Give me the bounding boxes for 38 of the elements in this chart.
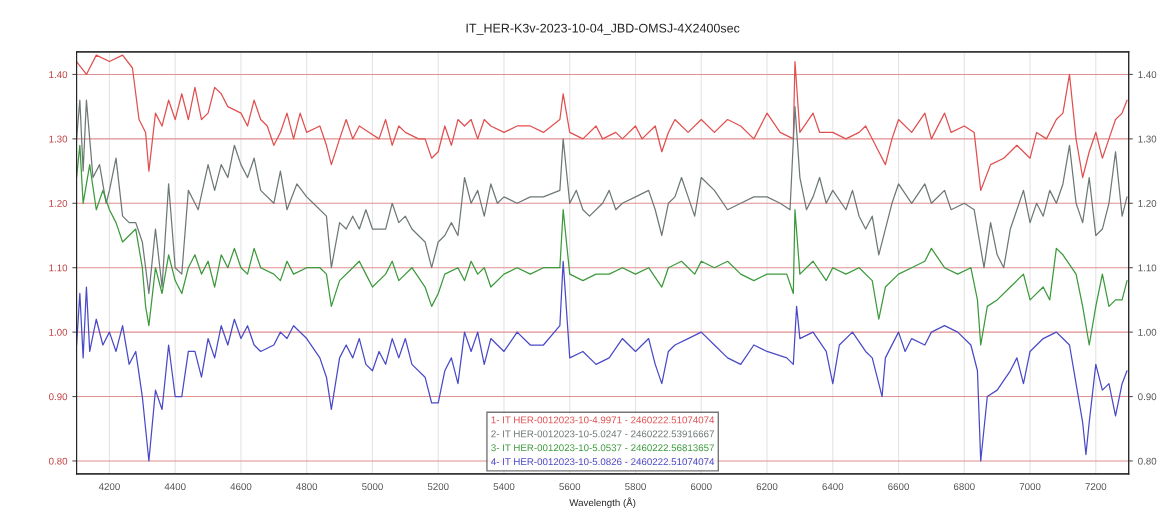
text: 4- IT HER-0012023-10-5.0826 - 2460222.51074074 [491,458,715,466]
x-tick-label: 4800 [296,483,318,491]
y-tick-label: 0.80 [48,457,68,465]
y2-tick-label: 1.40 [1138,71,1157,79]
y-tick-label: 0.90 [48,393,68,401]
text: 3- IT HER-0012023-10-5.0537 - 2460222.56813657 [491,444,714,452]
y2-tick-label: 1.10 [1138,264,1157,272]
y-tick-label: 1.20 [49,200,68,207]
chart-title: IT_HER-K3v-2023-10-04_JBD-OMSJ-4X2400sec [466,23,740,35]
y2-tick-label: 0.80 [1138,457,1157,465]
x-tick-label: 5400 [493,483,515,491]
y-tick-label: 1.40 [49,71,68,79]
line-series [76,144,1128,346]
x-tick-label: 7200 [1085,483,1107,491]
x-axis-title: Wavelength (Å) [569,497,636,509]
x-tick-label: 5600 [559,483,581,491]
x-tick-label: 6800 [953,483,975,491]
x-tick-label: 4400 [164,483,186,491]
x-tick-label: 4200 [98,483,120,491]
y2-tick-label: 1.00 [1138,328,1157,336]
line-series [76,99,1128,295]
x-tick-label: 6400 [822,483,844,491]
x-tick-label: 6000 [690,483,712,491]
x-tick-label: 6600 [888,483,909,491]
x-tick-label: 5200 [427,483,449,491]
x-tick-label: 7000 [1019,483,1041,491]
y-tick-label: 1.00 [49,328,68,336]
x-tick-label: 5800 [625,483,646,491]
text: 1- IT HER-0012023-10-4.9971 - 2460222.51074074 [491,416,715,424]
y2-tick-label: 0.90 [1138,393,1157,401]
x-tick-label: 6200 [756,483,778,491]
y-tick-label: 1.30 [49,135,68,143]
y2-tick-label: 1.30 [1138,135,1157,143]
y-tick-label: 1.10 [49,264,68,272]
text: 2- IT HER-0012023-10-5.0247 - 2460222.53916667 [491,430,714,438]
x-tick-label: 4600 [230,483,252,491]
y2-tick-label: 1.20 [1138,200,1157,207]
x-tick-label: 5000 [362,483,383,491]
